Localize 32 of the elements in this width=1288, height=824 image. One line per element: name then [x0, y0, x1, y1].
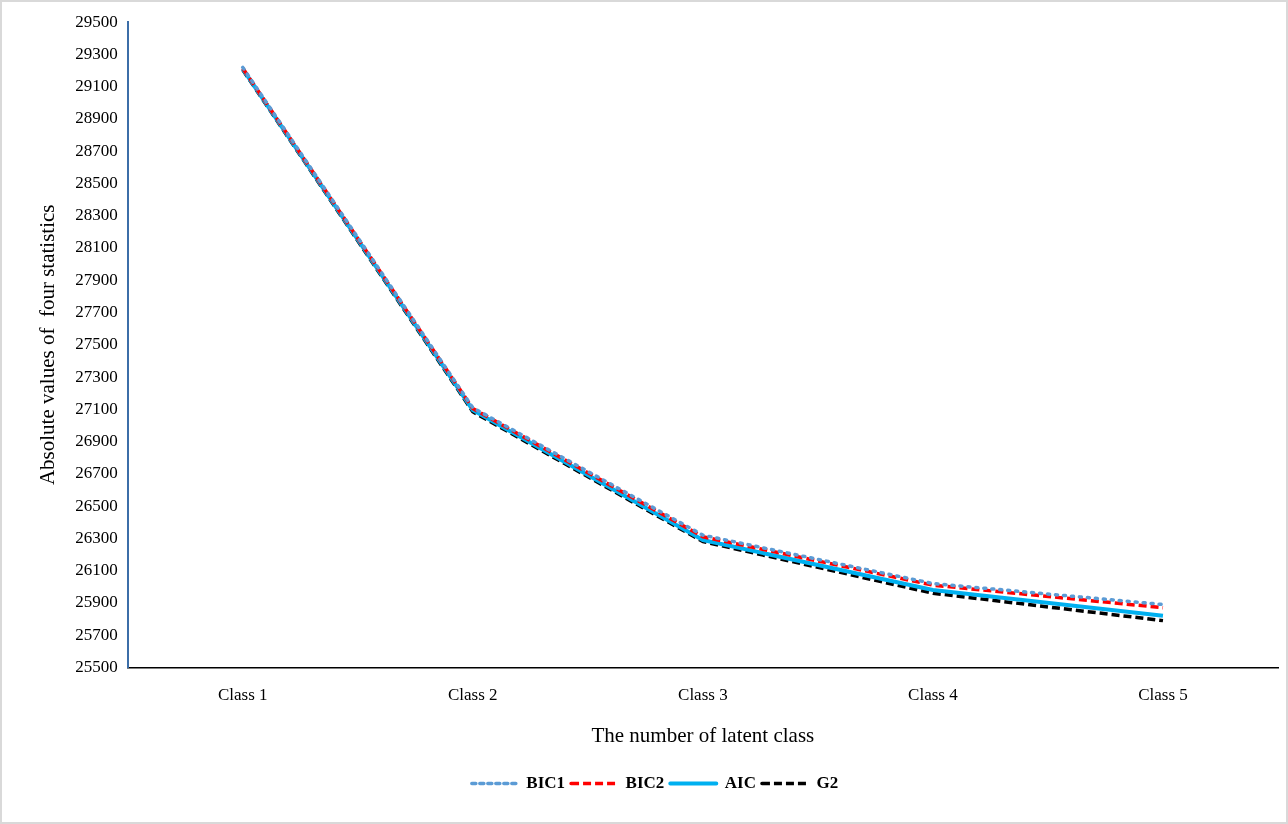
y-tick-label: 28300: [75, 205, 118, 225]
y-tick-label: 25700: [75, 624, 118, 644]
y-tick-label: 29500: [75, 11, 118, 31]
x-tick-label: Class 2: [447, 685, 498, 705]
y-tick-label: 27700: [75, 302, 118, 322]
y-tick-label: 26700: [75, 463, 118, 483]
legend-label: AIC: [724, 772, 756, 792]
y-tick-label: 26500: [75, 495, 118, 515]
y-tick-label: 29300: [75, 43, 118, 63]
y-tick-label: 26900: [75, 431, 118, 451]
y-tick-label: 25500: [75, 656, 118, 676]
x-axis-title: The number of latent class: [591, 722, 815, 747]
x-tick-label: Class 4: [908, 685, 959, 705]
y-tick-label: 28100: [75, 237, 118, 257]
x-tick-label: Class 5: [1138, 685, 1188, 705]
y-tick-label: 26100: [75, 560, 118, 580]
y-tick-label: 27500: [75, 334, 118, 354]
x-tick-label: Class 3: [678, 685, 728, 705]
y-tick-label: 28500: [75, 172, 118, 192]
y-tick-label: 28700: [75, 140, 118, 160]
y-tick-label: 27300: [75, 366, 118, 386]
y-tick-label: 27900: [75, 269, 118, 289]
legend-label: BIC2: [625, 772, 665, 792]
legend-label: G2: [816, 772, 839, 792]
y-tick-label: 26300: [75, 527, 118, 547]
y-tick-label: 28900: [75, 108, 118, 128]
y-tick-label: 25900: [75, 592, 118, 612]
y-tick-label: 29100: [75, 76, 118, 96]
y-tick-label: 27100: [75, 398, 118, 418]
legend-label: BIC1: [526, 772, 566, 792]
x-tick-label: Class 1: [217, 685, 268, 705]
y-axis-title: Absolute values of four statistics: [35, 204, 60, 486]
